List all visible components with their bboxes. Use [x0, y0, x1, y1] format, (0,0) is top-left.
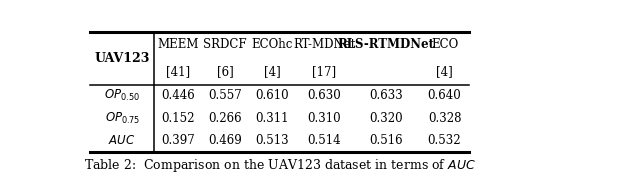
Text: [41]: [41] — [166, 65, 190, 78]
Text: 0.516: 0.516 — [369, 134, 403, 147]
Text: 0.513: 0.513 — [255, 134, 289, 147]
Text: 0.310: 0.310 — [307, 112, 341, 125]
Text: 0.397: 0.397 — [161, 134, 195, 147]
Text: 0.446: 0.446 — [161, 89, 195, 102]
Text: 0.469: 0.469 — [208, 134, 242, 147]
Text: [4]: [4] — [264, 65, 280, 78]
Text: 0.630: 0.630 — [307, 89, 341, 102]
Text: [6]: [6] — [217, 65, 234, 78]
Text: 0.320: 0.320 — [369, 112, 403, 125]
Text: 0.152: 0.152 — [161, 112, 195, 125]
Text: $AUC$: $AUC$ — [108, 134, 136, 147]
Text: 0.557: 0.557 — [208, 89, 242, 102]
Text: 0.532: 0.532 — [428, 134, 461, 147]
Text: Table 2:  Comparison on the UAV123 dataset in terms of $AUC$: Table 2: Comparison on the UAV123 datase… — [84, 157, 476, 174]
Text: SRDCF: SRDCF — [204, 38, 247, 51]
Text: 0.328: 0.328 — [428, 112, 461, 125]
Text: MEEM: MEEM — [157, 38, 198, 51]
Text: 0.311: 0.311 — [255, 112, 289, 125]
Text: UAV123: UAV123 — [95, 52, 150, 65]
Text: [17]: [17] — [312, 65, 337, 78]
Text: 0.266: 0.266 — [208, 112, 242, 125]
Text: 0.633: 0.633 — [369, 89, 403, 102]
Text: 0.610: 0.610 — [255, 89, 289, 102]
Text: 0.640: 0.640 — [428, 89, 461, 102]
Text: ECOhc: ECOhc — [252, 38, 293, 51]
Text: RT-MDNet: RT-MDNet — [293, 38, 355, 51]
Text: 0.514: 0.514 — [307, 134, 341, 147]
Text: RLS-RTMDNet: RLS-RTMDNet — [338, 38, 435, 51]
Text: ECO: ECO — [431, 38, 458, 51]
Text: $OP_{0.75}$: $OP_{0.75}$ — [104, 111, 140, 126]
Text: $OP_{0.50}$: $OP_{0.50}$ — [104, 88, 140, 103]
Text: [4]: [4] — [436, 65, 453, 78]
